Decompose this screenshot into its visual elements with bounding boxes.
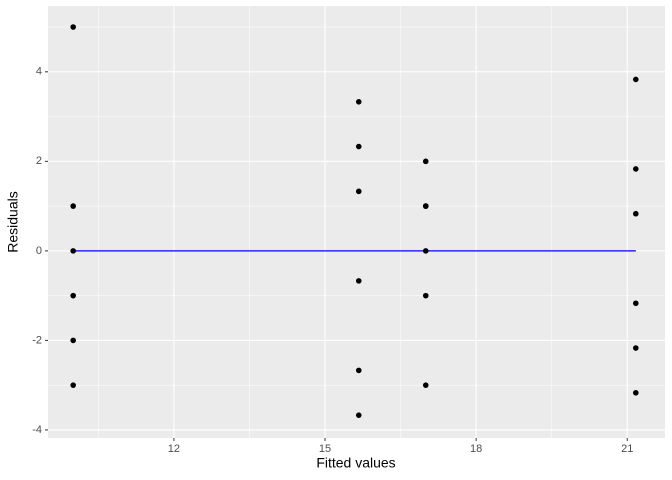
x-tick-label: 18 xyxy=(470,443,482,455)
point xyxy=(355,143,362,150)
x-tick-label: 15 xyxy=(319,443,331,455)
x-axis-title: Fitted values xyxy=(316,455,395,471)
point xyxy=(422,203,429,209)
y-tick-label: 0 xyxy=(36,245,42,257)
point xyxy=(632,389,639,396)
point xyxy=(422,382,429,388)
point xyxy=(70,292,76,299)
point xyxy=(70,248,76,254)
y-tick-label: -4 xyxy=(32,424,42,436)
y-tick-label: -2 xyxy=(32,334,42,346)
point xyxy=(355,188,362,195)
point xyxy=(422,158,429,165)
point xyxy=(355,367,362,374)
point xyxy=(632,166,639,172)
panel xyxy=(48,6,665,438)
point xyxy=(632,345,639,351)
point xyxy=(70,24,76,30)
y-tick-label: 2 xyxy=(36,155,42,167)
point xyxy=(632,300,639,307)
point xyxy=(422,248,429,254)
point xyxy=(422,292,429,299)
point xyxy=(355,99,362,105)
point xyxy=(632,210,639,217)
y-axis-title: Residuals xyxy=(5,191,21,252)
point xyxy=(70,337,76,344)
point xyxy=(70,203,76,209)
x-tick-label: 12 xyxy=(168,443,180,455)
point xyxy=(355,412,362,418)
x-tick-label: 21 xyxy=(621,443,633,455)
point xyxy=(632,76,639,83)
point xyxy=(355,278,362,284)
point xyxy=(70,382,76,388)
y-tick-label: 4 xyxy=(36,66,42,78)
